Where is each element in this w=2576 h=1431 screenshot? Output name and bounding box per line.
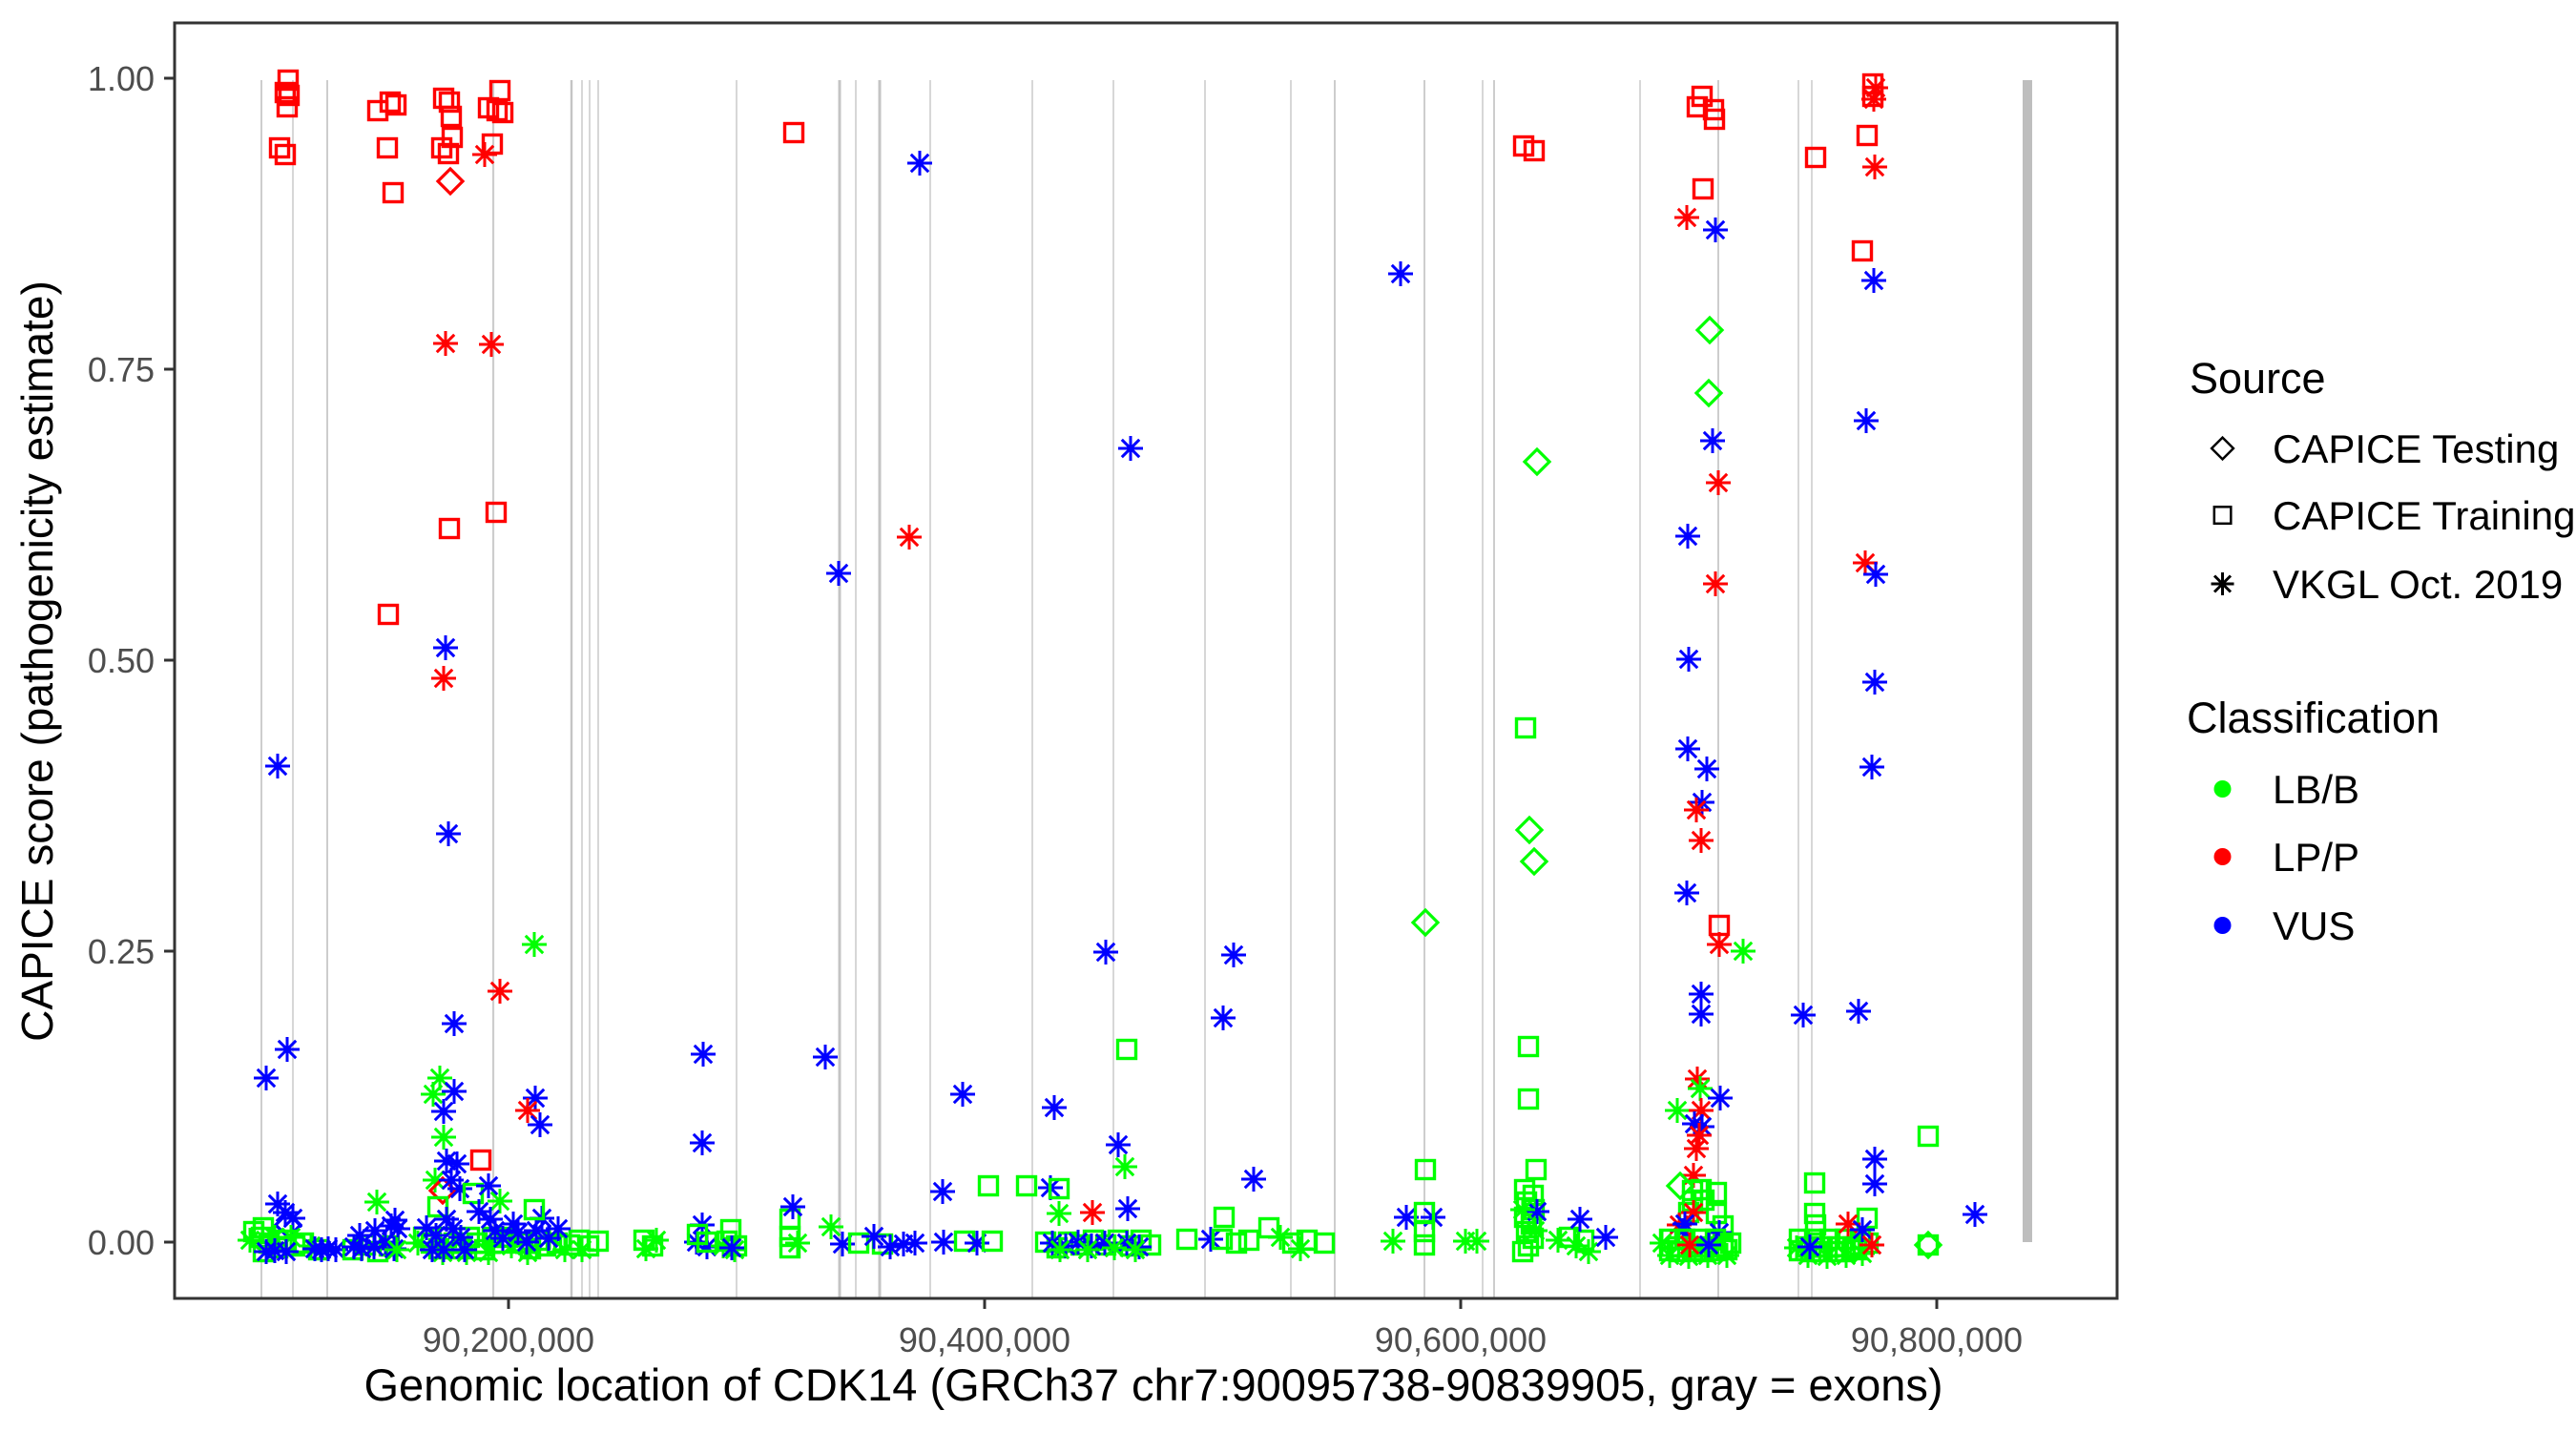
svg-text:Classification: Classification [2187,694,2440,742]
svg-text:90,600,000: 90,600,000 [1375,1320,1547,1359]
svg-text:CAPICE score (pathogenicity es: CAPICE score (pathogenicity estimate) [12,280,62,1042]
svg-text:Genomic location of CDK14 (GRC: Genomic location of CDK14 (GRCh37 chr7:9… [364,1359,1942,1410]
svg-text:LB/B: LB/B [2273,767,2359,812]
svg-text:LP/P: LP/P [2273,835,2359,880]
svg-text:0.75: 0.75 [88,350,155,389]
svg-text:Source: Source [2190,354,2326,403]
svg-text:VKGL Oct. 2019: VKGL Oct. 2019 [2273,562,2563,607]
svg-text:90,800,000: 90,800,000 [1851,1320,2023,1359]
svg-text:0.25: 0.25 [88,932,155,971]
svg-text:CAPICE Testing: CAPICE Testing [2273,426,2559,471]
svg-text:0.00: 0.00 [88,1223,155,1262]
svg-text:90,400,000: 90,400,000 [899,1320,1070,1359]
svg-text:1.00: 1.00 [88,59,155,98]
svg-text:0.50: 0.50 [88,641,155,680]
svg-text:VUS: VUS [2273,903,2355,948]
svg-text:90,200,000: 90,200,000 [423,1320,594,1359]
svg-text:CAPICE Training: CAPICE Training [2273,493,2575,538]
